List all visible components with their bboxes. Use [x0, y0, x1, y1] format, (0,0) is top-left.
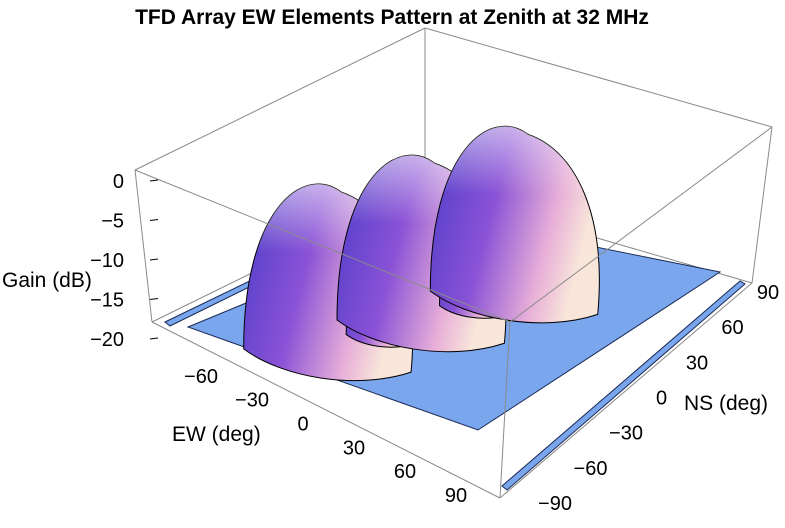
y-axis-ticks: 90 60 30 0 −30−60−90: [538, 282, 779, 515]
y-tick-label: −90: [538, 493, 572, 515]
y-axis-label: NS (deg): [684, 392, 768, 415]
z-tick-label: −20: [90, 329, 124, 351]
y-tick-label: 30: [686, 352, 708, 374]
x-tick-label: 0: [297, 414, 308, 436]
lobes-group: [243, 125, 600, 382]
y-tick-label: −60: [574, 458, 608, 480]
x-axis-ticks: −60 −30 0 30 60 90: [184, 366, 467, 507]
x-tick-label: −30: [235, 390, 269, 412]
x-tick-label: −60: [184, 366, 218, 388]
z-tick-mark: [149, 179, 159, 182]
z-tick-mark: [149, 219, 159, 221]
y-tick-label: 0: [656, 388, 667, 410]
z-tick-label: 0: [113, 171, 124, 193]
z-tick-label: −10: [90, 250, 124, 272]
x-tick-label: 60: [394, 461, 416, 483]
y-tick-label: 60: [721, 317, 743, 339]
box-front: [134, 126, 773, 499]
z-tick-mark: [149, 337, 159, 340]
z-tick-mark: [149, 298, 159, 300]
z-tick-label: −5: [101, 211, 124, 233]
lobe-highlight: [430, 126, 600, 323]
y-tick-label: 90: [757, 282, 779, 304]
x-axis-label: EW (deg): [172, 423, 261, 446]
y-tick-label: −30: [609, 423, 643, 445]
z-axis-label: Gain (dB): [2, 269, 92, 292]
chart-title: TFD Array EW Elements Pattern at Zenith …: [135, 6, 649, 29]
x-tick-label: 90: [445, 485, 467, 507]
floor-strip-right: [501, 280, 746, 491]
x-tick-label: 30: [343, 437, 365, 459]
z-tick-mark: [149, 258, 159, 261]
z-axis-ticks: 0 −5 −10 −15 −20: [90, 171, 159, 351]
z-tick-label: −15: [90, 290, 124, 312]
